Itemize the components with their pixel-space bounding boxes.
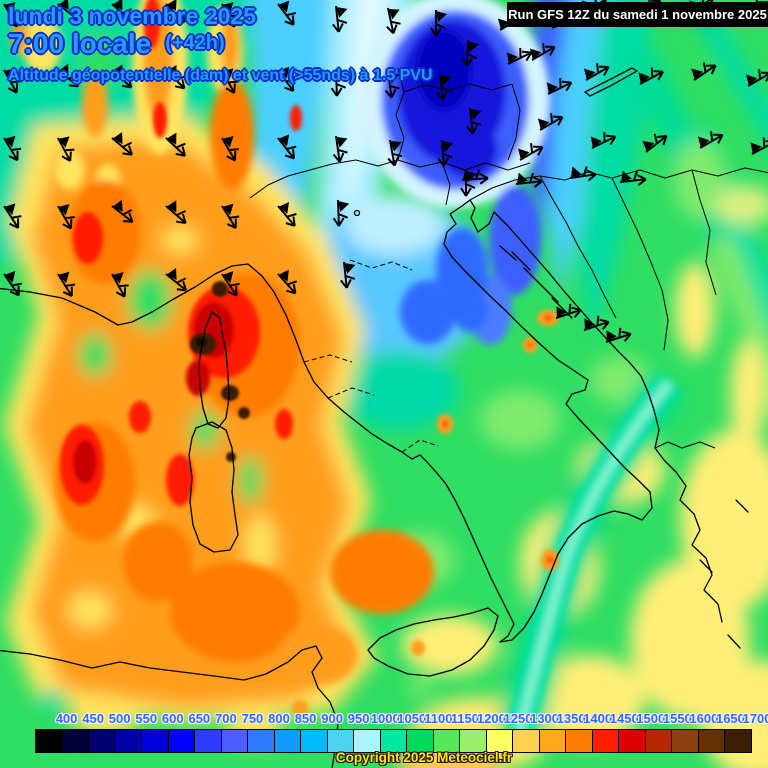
scale-box — [326, 729, 355, 753]
scale-label: 400 — [55, 711, 78, 726]
scale-box — [459, 729, 487, 753]
scale-label: 1200 — [476, 711, 506, 726]
scale-box — [724, 729, 752, 753]
scale-box — [194, 729, 222, 753]
scale-label: 1400 — [583, 711, 613, 726]
scale-label: 450 — [82, 711, 104, 726]
scale-box — [141, 729, 169, 753]
scale-label: 700 — [215, 711, 237, 726]
scale-label: 600 — [161, 711, 184, 726]
scale-box — [538, 729, 567, 753]
valid-time: 7:00 locale — [8, 28, 152, 60]
map-subtitle: Altitude géopotentielle (dam) et vent (>… — [8, 66, 433, 84]
scale-label: 1550 — [662, 711, 692, 726]
scale-box — [591, 729, 620, 753]
scale-box — [565, 729, 593, 753]
map-titles: lundi 3 novembre 2025 7:00 locale (+42h)… — [8, 4, 433, 84]
scale-box — [247, 729, 275, 753]
scale-box — [671, 729, 699, 753]
scale-label: 1100 — [424, 711, 453, 726]
scale-label: 1250 — [503, 711, 533, 726]
scale-box — [353, 729, 381, 753]
scale-label: 650 — [188, 711, 211, 726]
scale-label: 1000 — [370, 711, 400, 726]
scale-label: 1050 — [397, 711, 427, 726]
scale-label: 1500 — [636, 711, 666, 726]
scale-label: 1600 — [689, 711, 719, 726]
scale-box — [167, 729, 196, 753]
scale-label: 950 — [347, 711, 370, 726]
scale-box — [273, 729, 302, 753]
scale-box — [618, 729, 646, 753]
scale-box — [35, 729, 63, 753]
scale-label: 750 — [241, 711, 264, 726]
run-banner: Run GFS 12Z du samedi 1 novembre 2025 — [507, 2, 768, 27]
scale-label: 550 — [135, 711, 158, 726]
scale-box — [406, 729, 434, 753]
scale-boxes — [35, 729, 752, 753]
scale-box — [220, 729, 249, 753]
scale-label: 850 — [294, 711, 317, 726]
scale-label: 800 — [268, 711, 290, 726]
valid-date: lundi 3 novembre 2025 — [8, 3, 256, 29]
scale-box — [644, 729, 673, 753]
scale-label: 1300 — [530, 711, 560, 726]
scale-label: 1150 — [450, 711, 479, 726]
color-scale-legend: 400 450 500 550 600 650 700 750 800 850 900 950 1000… — [35, 711, 768, 755]
scale-box — [88, 729, 116, 753]
scale-label: 1700 — [742, 711, 768, 726]
scale-label: 1350 — [556, 711, 586, 726]
scale-label: 900 — [321, 711, 343, 726]
forecast-offset: (+42h) — [165, 32, 225, 55]
scale-label: 500 — [108, 711, 131, 726]
scale-labels: 400 450 500 550 600 650 700 750 800 850 900 950 1000… — [35, 711, 768, 729]
scale-box — [61, 729, 90, 753]
country-borders — [249, 67, 768, 453]
copyright-text: Copyright 2025 Meteociel.fr — [335, 750, 513, 765]
scale-box — [512, 729, 540, 753]
scale-box — [114, 729, 143, 753]
scale-box — [300, 729, 328, 753]
scale-box — [697, 729, 726, 753]
scale-label: 1650 — [715, 711, 745, 726]
scale-label: 1450 — [609, 711, 639, 726]
